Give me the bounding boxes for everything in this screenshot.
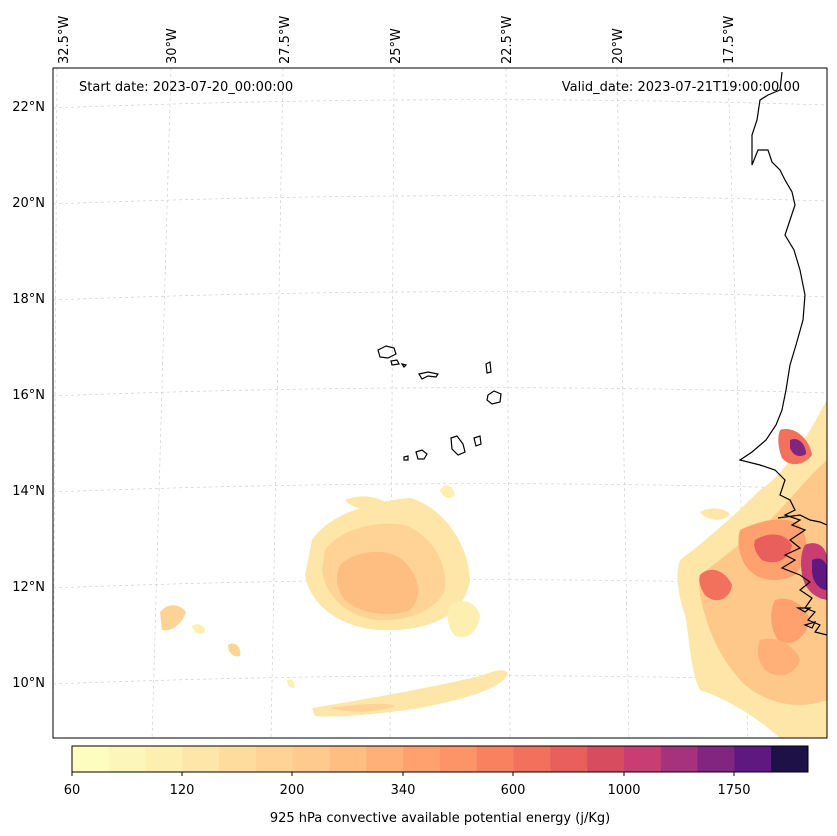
cape-contour — [440, 485, 455, 498]
colorbar-tick-label: 1000 — [607, 783, 640, 798]
colorbar-swatch — [256, 746, 294, 772]
start-date-text: Start date: 2023-07-20_00:00:00 — [79, 80, 293, 95]
colorbar-swatch — [292, 746, 331, 772]
lat-label: 16°N — [12, 388, 45, 403]
colorbar: 60 120 200 340 600 1000 1750 925 hPa con… — [64, 745, 809, 826]
cape-contour — [345, 496, 385, 509]
island-boa-vista — [486, 390, 502, 405]
cape-contour — [700, 508, 730, 520]
island-sao-vicente — [390, 359, 400, 366]
lat-label: 22°N — [12, 100, 45, 115]
colorbar-frame — [71, 745, 809, 773]
colorbar-swatch — [145, 746, 183, 772]
island-santo-antao — [377, 345, 397, 359]
cape-contour — [330, 703, 395, 712]
colorbar-tick-label: 60 — [64, 783, 81, 798]
lon-label: 30°W — [165, 28, 180, 64]
colorbar-tick-label: 340 — [391, 783, 416, 798]
cape-contour — [337, 551, 419, 615]
map-frame — [52, 67, 828, 739]
island-sal — [485, 361, 492, 374]
colorbar-tick-label: 120 — [170, 783, 195, 798]
colorbar-swatch — [440, 746, 478, 772]
gambia-outline — [777, 514, 828, 526]
cape-contour — [757, 638, 800, 676]
lat-tick-labels: 22°N 20°N 18°N 16°N 14°N 12°N 10°N — [12, 100, 45, 691]
guinea-bissau-islands — [795, 607, 817, 629]
lon-tick-labels: 32.5°W 30°W 27.5°W 25°W 22.5°W 20°W 17.5… — [57, 16, 737, 64]
cape-contour — [447, 601, 480, 638]
colorbar-swatch — [734, 746, 772, 772]
colorbar-tick-label: 600 — [501, 783, 526, 798]
colorbar-swatch — [624, 746, 662, 772]
colorbar-swatch — [72, 746, 110, 772]
lon-label: 20°W — [611, 28, 626, 64]
colorbar-swatch — [697, 746, 735, 772]
lat-label: 18°N — [12, 292, 45, 307]
cape-contour — [699, 569, 732, 601]
cape-verde-islands — [377, 345, 502, 461]
cape-contour — [790, 438, 806, 456]
lat-label: 12°N — [12, 580, 45, 595]
colorbar-swatch — [771, 746, 809, 772]
cape-contour — [192, 624, 205, 634]
colorbar-swatch — [219, 746, 257, 772]
colorbar-ticks — [71, 772, 735, 776]
colorbar-swatch — [366, 746, 404, 772]
lat-label: 20°N — [12, 196, 45, 211]
island-santiago — [450, 435, 466, 456]
colorbar-swatch — [476, 746, 515, 772]
cape-contour — [287, 679, 295, 688]
colorbar-title: 925 hPa convective available potential e… — [270, 811, 610, 826]
colorbar-tick-label: 200 — [280, 783, 305, 798]
cape-contour — [228, 643, 241, 657]
valid-date-text: Valid_date: 2023-07-21T19:00:00.00 — [562, 80, 800, 95]
colorbar-swatch — [403, 746, 441, 772]
lon-label: 32.5°W — [57, 16, 72, 64]
colorbar-swatch — [329, 746, 367, 772]
colorbar-swatch — [587, 746, 625, 772]
colorbar-tick-label: 1750 — [717, 783, 750, 798]
colorbar-swatch — [513, 746, 551, 772]
lon-label: 22.5°W — [500, 16, 515, 64]
lon-label: 27.5°W — [278, 16, 293, 64]
colorbar-swatches — [72, 746, 809, 772]
colorbar-swatch — [108, 746, 147, 772]
lat-label: 14°N — [12, 484, 45, 499]
island-brava — [403, 455, 409, 461]
island-fogo — [415, 449, 428, 460]
cape-field — [160, 400, 827, 738]
lon-label: 17.5°W — [722, 16, 737, 64]
lon-label: 25°W — [389, 28, 404, 64]
africa-coastline — [738, 71, 828, 636]
island-sao-nicolau — [418, 371, 439, 380]
island-santa-luzia — [400, 363, 408, 368]
lat-label: 10°N — [12, 676, 45, 691]
coastlines — [738, 71, 828, 636]
colorbar-swatch — [182, 746, 220, 772]
colorbar-swatch — [660, 746, 699, 772]
cape-contour — [699, 460, 827, 705]
cape-contour — [754, 534, 792, 563]
colorbar-swatch — [550, 746, 588, 772]
island-maio — [473, 435, 482, 447]
cape-contour — [160, 605, 186, 631]
cape-contour — [812, 558, 827, 590]
